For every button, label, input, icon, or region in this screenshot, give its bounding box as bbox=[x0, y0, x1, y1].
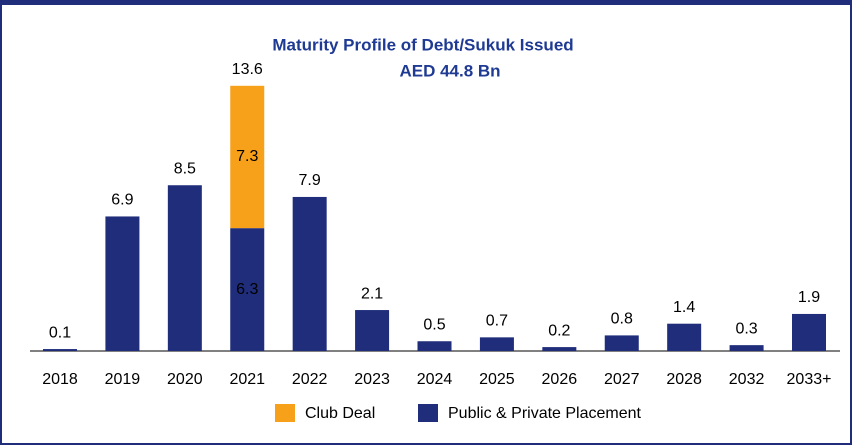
x-tick-label: 2024 bbox=[417, 371, 453, 388]
bar-segment bbox=[167, 185, 202, 351]
bar-segment bbox=[417, 341, 452, 351]
value-label: 0.7 bbox=[486, 313, 508, 330]
x-tick-label: 2028 bbox=[666, 371, 702, 388]
value-label: 7.9 bbox=[299, 172, 321, 189]
bar-segment bbox=[729, 345, 764, 351]
value-label: 1.4 bbox=[673, 299, 695, 316]
bar-segment bbox=[792, 313, 826, 351]
x-tick-label: 2025 bbox=[479, 371, 515, 388]
bar-segment bbox=[230, 85, 265, 229]
x-tick-label: 2026 bbox=[542, 371, 578, 388]
x-tick-label: 2023 bbox=[354, 371, 390, 388]
bar-segment bbox=[292, 196, 327, 351]
legend-label: Club Deal bbox=[305, 405, 375, 422]
value-label: 6.3 bbox=[236, 281, 258, 298]
chart-subtitle: AED 44.8 Bn bbox=[399, 61, 500, 80]
bar-segment bbox=[105, 216, 140, 351]
value-label: 8.5 bbox=[174, 160, 196, 177]
bar-segment bbox=[355, 310, 390, 351]
value-label: 2.1 bbox=[361, 285, 383, 302]
legend-swatch bbox=[275, 404, 295, 422]
total-label: 13.6 bbox=[232, 61, 263, 78]
x-tick-label: 2027 bbox=[604, 371, 640, 388]
bar-segment bbox=[479, 337, 514, 351]
bar-segment bbox=[43, 349, 77, 351]
value-label: 6.9 bbox=[111, 192, 133, 209]
x-tick-label: 2032 bbox=[729, 371, 765, 388]
value-label: 0.2 bbox=[548, 322, 570, 339]
value-label: 7.3 bbox=[236, 148, 258, 165]
value-label: 0.3 bbox=[735, 320, 757, 337]
value-label: 1.9 bbox=[798, 289, 820, 306]
value-label: 0.8 bbox=[611, 311, 633, 328]
legend-swatch bbox=[418, 404, 438, 422]
legend-label: Public & Private Placement bbox=[448, 405, 642, 422]
value-label: 0.5 bbox=[423, 316, 445, 333]
chart-title: Maturity Profile of Debt/Sukuk Issued bbox=[272, 35, 573, 54]
x-tick-label: 2020 bbox=[167, 371, 203, 388]
x-tick-label: 2033+ bbox=[787, 371, 832, 388]
value-label: 0.1 bbox=[49, 324, 71, 341]
x-tick-label: 2018 bbox=[42, 371, 78, 388]
x-tick-label: 2021 bbox=[229, 371, 265, 388]
x-tick-label: 2019 bbox=[105, 371, 141, 388]
x-tick-label: 2022 bbox=[292, 371, 328, 388]
bar-segment bbox=[604, 335, 639, 351]
bar-segment bbox=[542, 347, 577, 351]
bar-segment bbox=[230, 228, 265, 351]
bar-segment bbox=[667, 323, 702, 351]
